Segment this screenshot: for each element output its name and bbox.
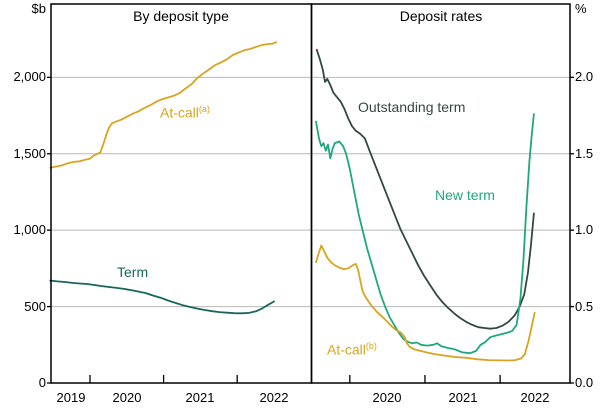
series-label-new-term: New term [435,187,495,203]
y-tick-label: 1.0 [575,222,594,237]
y-tick-label: 0.0 [575,375,594,390]
x-tick-label: 2022 [259,390,289,405]
series-label-outstanding-term: Outstanding term [358,99,465,115]
series-label-footnote-marker: (b) [365,341,377,351]
y-tick-label: 1.5 [575,146,594,161]
series-label-text: New term [435,187,495,203]
panel-title-left: By deposit type [133,8,229,24]
series-label-text: Outstanding term [358,99,466,115]
y-tick-label: 2.0 [575,69,594,84]
series-label-term: Term [117,264,148,280]
x-tick-label: 2021 [185,390,215,405]
series-label-text: Term [117,264,149,280]
y-axis-unit-right: % [575,1,587,16]
series-line-at-call-outstanding [49,41,278,169]
y-tick-label: 2,000 [13,69,46,84]
panel-frame [310,3,571,384]
panel-title-right: Deposit rates [399,8,483,24]
x-tick-label: 2022 [520,390,550,405]
y-tick-label: 0 [38,375,46,390]
y-axis-unit-left: $b [31,1,46,16]
x-tick-label: 2020 [112,390,142,405]
panel-frame [50,3,313,384]
series-label-at-call-b: At-call(b) [327,338,377,358]
y-tick-label: 1,500 [13,146,46,161]
series-label-text: At-call [160,104,199,121]
y-tick-label: 0.5 [575,299,594,314]
x-tick-label: 2021 [448,390,478,405]
series-label-at-call-a: At-call(a) [160,101,210,121]
series-line-outstanding-term-rate [315,48,535,330]
series-line-term-outstanding [49,279,275,315]
series-line-at-call-rate [315,244,536,362]
series-label-text: At-call [327,341,366,358]
series-line-new-term-rate [315,113,535,355]
x-tick-label: 2020 [372,390,402,405]
x-tick-label: 2019 [56,390,86,405]
y-tick-label: 500 [24,299,46,314]
y-tick-label: 1,000 [13,222,46,237]
series-label-footnote-marker: (a) [198,104,210,114]
